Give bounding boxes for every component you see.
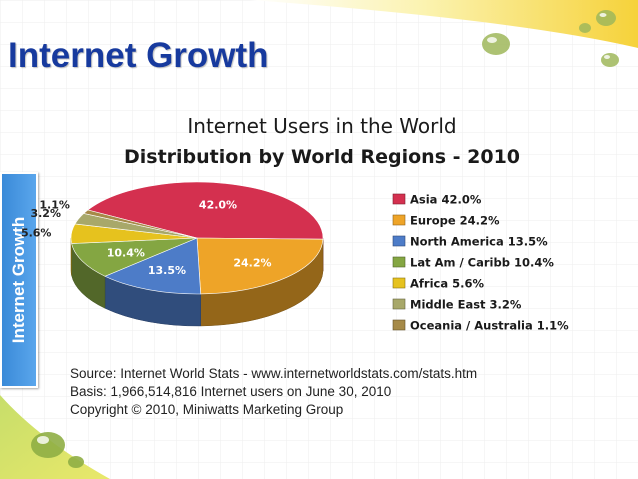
legend-swatch [392, 193, 406, 205]
top-band [250, 0, 638, 48]
pie-data-label: 42.0% [199, 199, 237, 212]
legend-entry: Lat Am / Caribb 10.4% [410, 256, 554, 270]
droplet-icon [68, 456, 84, 468]
pie-slice [71, 237, 198, 277]
pie-slice [83, 209, 198, 239]
droplet-icon [601, 53, 619, 67]
chart-title: Internet Users in the World [187, 114, 456, 138]
pie-data-label: 10.4% [107, 246, 145, 259]
legend-entry: North America 13.5% [410, 235, 548, 249]
chart-subtitle: Distribution by World Regions - 2010 [124, 146, 520, 168]
legend-swatch [392, 235, 406, 247]
source-line: Source: Internet World Stats - www.inter… [70, 366, 478, 381]
pie-data-label: 24.2% [233, 256, 271, 269]
basis-line: Basis: 1,966,514,816 Internet users on J… [70, 384, 392, 399]
pie-data-label: 13.5% [148, 264, 186, 277]
source-note: Source: Internet World Stats - www.inter… [70, 365, 477, 419]
pie-data-label: 5.6% [21, 226, 52, 239]
pie-slices [70, 181, 324, 327]
droplet-icon [31, 432, 65, 458]
pie-data-label: 1.1% [39, 198, 70, 211]
legend-entry: Oceania / Australia 1.1% [410, 319, 569, 333]
pie-slice [196, 237, 324, 295]
legend-swatch [392, 319, 406, 331]
legend-swatch [392, 298, 406, 310]
copyright-line: Copyright © 2010, Miniwatts Marketing Gr… [70, 402, 344, 417]
legend-swatch [392, 256, 406, 268]
legend-entry: Middle East 3.2% [410, 298, 522, 312]
droplet-icon [482, 33, 510, 55]
side-tab: Internet Growth [0, 172, 38, 388]
legend-swatch [392, 214, 406, 226]
chart-legend: Asia 42.0% Europe 24.2% North America 13.5… [392, 193, 569, 333]
legend-entry: Asia 42.0% [410, 193, 482, 207]
pie-data-label: 3.2% [30, 207, 61, 220]
droplet-icon [579, 23, 591, 33]
legend-entry: Europe 24.2% [410, 214, 500, 228]
legend-swatch [392, 277, 406, 289]
pie-slice [104, 237, 202, 295]
droplet-icon [596, 10, 616, 26]
legend-entry: Africa 5.6% [410, 277, 484, 291]
bottom-left-wave [0, 395, 110, 479]
pie-data-labels: 42.0% 24.2% 13.5%10.4% 5.6% 3.2%1.1% [21, 198, 272, 277]
slide-title: Internet Growth [8, 36, 269, 75]
